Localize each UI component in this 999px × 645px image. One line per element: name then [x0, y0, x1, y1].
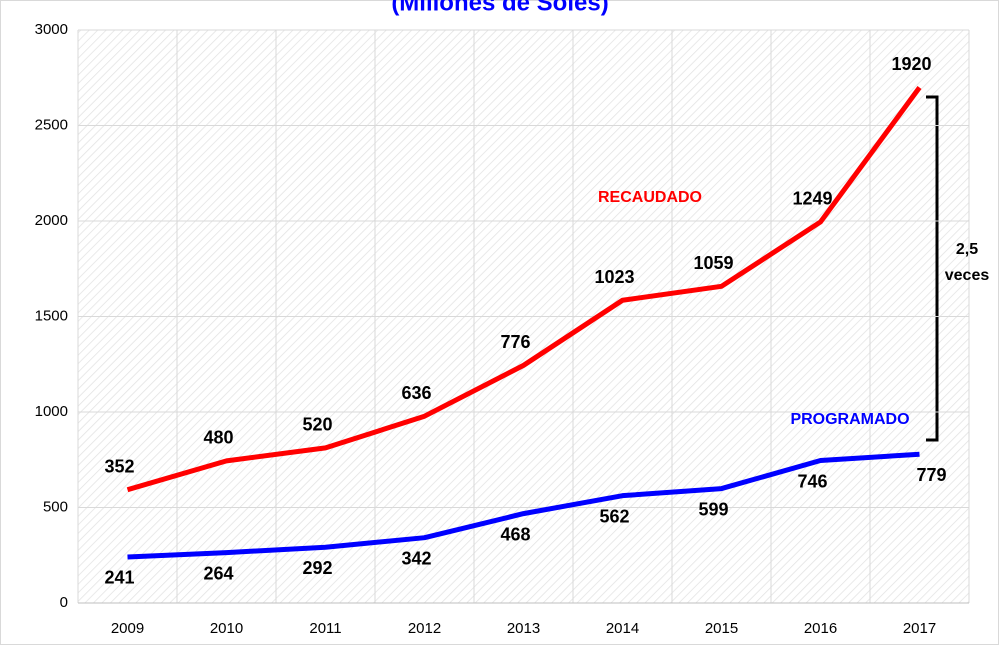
data-label: 1249	[792, 189, 832, 209]
x-tick-label: 2013	[507, 620, 540, 637]
data-label: 520	[302, 415, 332, 435]
chart-title: (Millones de Soles)	[391, 0, 608, 16]
y-tick-label: 3000	[35, 21, 68, 38]
x-tick-label: 2011	[309, 620, 341, 637]
y-tick-label: 2500	[35, 116, 68, 133]
data-label: 264	[203, 563, 233, 583]
data-label: 562	[599, 506, 629, 526]
line-series	[127, 451, 920, 560]
annotation: 2,5	[956, 241, 978, 258]
x-tick-label: 2015	[705, 620, 738, 637]
data-label: 480	[203, 428, 233, 448]
data-label: 776	[500, 332, 530, 352]
data-label: 746	[797, 471, 827, 491]
x-tick-label: 2012	[408, 620, 441, 637]
x-tick-label: 2016	[804, 620, 837, 637]
data-label: 1920	[891, 54, 931, 74]
data-label: 352	[104, 456, 134, 476]
series-name: PROGRAMADO	[790, 411, 909, 428]
y-tick-label: 1500	[35, 307, 68, 324]
data-label: 779	[916, 465, 946, 485]
data-label: 636	[401, 383, 431, 403]
bracket	[926, 95, 939, 442]
data-label: 468	[500, 524, 530, 544]
x-tick-label: 2017	[903, 620, 936, 637]
data-label: 342	[401, 548, 431, 568]
data-label: 599	[698, 499, 728, 519]
data-label: 1023	[594, 267, 634, 287]
line-series	[126, 86, 922, 493]
x-tick-label: 2014	[606, 620, 639, 637]
y-tick-label: 2000	[35, 212, 68, 229]
y-tick-label: 0	[60, 594, 68, 611]
x-tick-label: 2010	[210, 620, 243, 637]
annotation: veces	[945, 267, 990, 284]
series-name: RECAUDADO	[598, 189, 702, 206]
data-label: 241	[104, 568, 134, 588]
data-label: 292	[302, 558, 332, 578]
y-tick-label: 500	[43, 498, 68, 515]
data-label: 1059	[693, 253, 733, 273]
y-tick-label: 1000	[35, 403, 68, 420]
x-tick-label: 2009	[111, 620, 144, 637]
